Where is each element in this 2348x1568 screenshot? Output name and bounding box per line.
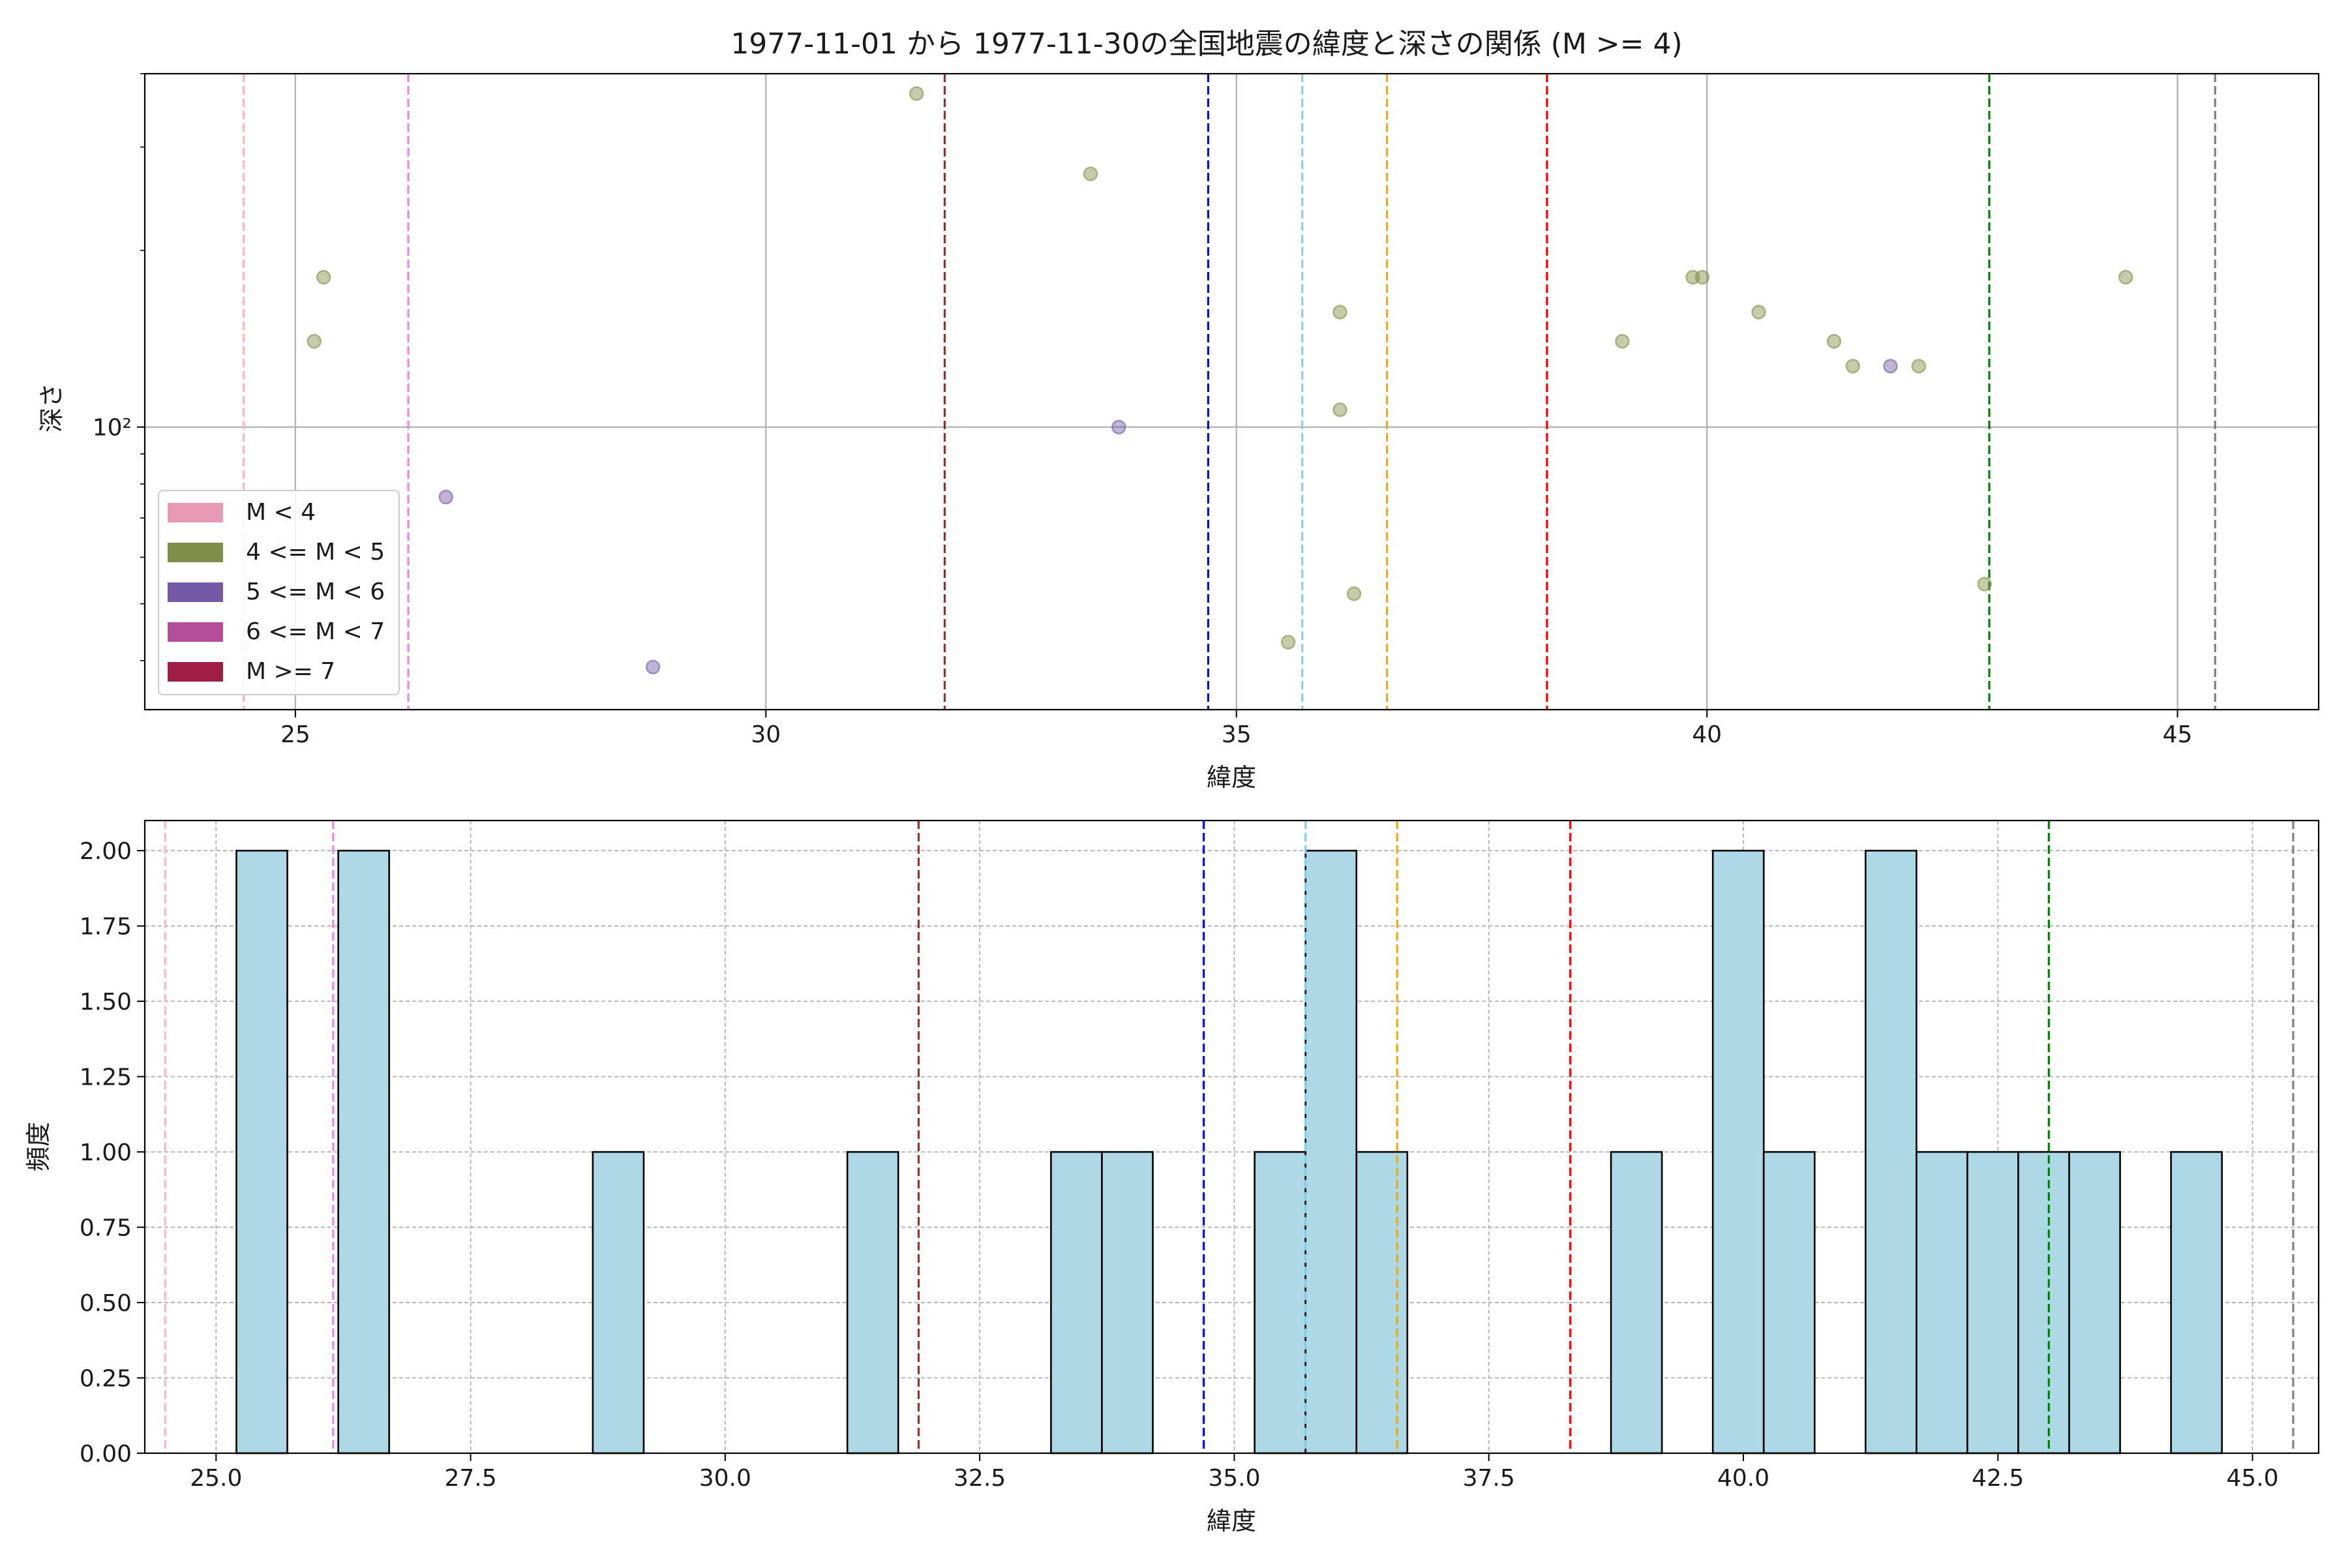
histogram-y-tick-label: 0.00 — [80, 1441, 132, 1468]
scatter-point — [2118, 269, 2133, 285]
histogram-y-tick-label: 1.75 — [80, 914, 132, 941]
scatter-point — [1346, 586, 1362, 601]
histogram-bar — [2017, 1151, 2070, 1455]
legend-swatch — [168, 582, 223, 602]
legend-label: M < 4 — [246, 499, 316, 526]
scatter-point — [1694, 269, 1710, 285]
histogram-bar — [1762, 1151, 1816, 1455]
scatter-point — [316, 269, 331, 285]
scatter-x-axis-label: 緯度 — [1207, 763, 1256, 792]
scatter-x-tick-label: 35 — [1222, 721, 1252, 748]
scatter-point — [1911, 359, 1927, 374]
histogram-y-tick-label: 1.00 — [80, 1139, 132, 1166]
scatter-panel: 25 30 35 40 45 10² M < 4 4 <= M < 5 5 <= M < 6 6 … — [93, 72, 2320, 748]
histogram-bar — [1050, 1151, 1103, 1455]
histogram-bar — [592, 1151, 645, 1455]
scatter-frame — [143, 72, 2320, 711]
histogram-frame — [143, 819, 2320, 1455]
scatter-legend: M < 4 4 <= M < 5 5 <= M < 6 6 <= M < 7 M >= … — [158, 490, 400, 695]
scatter-point — [1332, 402, 1347, 417]
scatter-x-tick-label: 30 — [751, 721, 781, 748]
histogram-bar — [2068, 1151, 2121, 1455]
histogram-x-tick-label: 37.5 — [1463, 1465, 1515, 1492]
histogram-x-tick-label: 27.5 — [444, 1465, 496, 1492]
histogram-x-tick-label: 30.0 — [699, 1465, 751, 1492]
legend-box — [158, 490, 400, 695]
scatter-point — [1615, 334, 1630, 349]
histogram-x-tick-label: 45.0 — [2226, 1465, 2278, 1492]
histogram-bar — [1355, 1151, 1409, 1455]
histogram-x-axis-label: 緯度 — [1207, 1507, 1256, 1535]
histogram-x-tick-label: 25.0 — [190, 1465, 242, 1492]
histogram-y-tick-label: 1.25 — [80, 1064, 132, 1091]
histogram-y-tick-label: 0.25 — [80, 1366, 132, 1393]
histogram-x-tick-label: 32.5 — [954, 1465, 1006, 1492]
histogram-y-tick-label: 0.75 — [80, 1215, 132, 1242]
scatter-point — [1280, 635, 1296, 650]
legend-label: 5 <= M < 6 — [246, 579, 385, 605]
legend-label: 6 <= M < 7 — [246, 618, 385, 645]
scatter-title: 1977-11-01 から 1977-11-30の全国地震の緯度と深さの関係 (… — [730, 27, 1682, 61]
histogram-bar — [235, 849, 288, 1455]
histogram-x-tick-label: 35.0 — [1208, 1465, 1260, 1492]
scatter-point — [909, 86, 924, 101]
histogram-bar — [846, 1151, 899, 1455]
scatter-x-tick-label: 25 — [280, 721, 310, 748]
histogram-bar — [1254, 1151, 1306, 1455]
histogram-bar — [1610, 1151, 1663, 1455]
scatter-point — [1083, 166, 1098, 181]
histogram-bar — [1711, 849, 1765, 1455]
scatter-point — [1845, 359, 1861, 374]
scatter-point — [438, 489, 453, 505]
histogram-panel: 25.0 27.5 30.0 32.5 35.0 37.5 40.0 42.5 45.0 0.00… — [80, 819, 2320, 1492]
histogram-y-tick-label: 2.00 — [80, 838, 132, 865]
histogram-x-tick-label: 42.5 — [1972, 1465, 2024, 1492]
histogram-y-tick-label: 1.50 — [80, 989, 132, 1016]
histogram-y-axis-label: 頻度 — [24, 1122, 53, 1171]
histogram-bar — [1916, 1151, 1968, 1455]
legend-swatch — [168, 503, 223, 522]
scatter-point — [307, 334, 322, 349]
legend-swatch — [168, 543, 223, 562]
scatter-y-axis-label: 深さ — [37, 383, 66, 432]
histogram-bar — [337, 849, 390, 1455]
scatter-x-tick-label: 40 — [1692, 721, 1722, 748]
legend-label: M >= 7 — [246, 658, 335, 685]
legend-label: 4 <= M < 5 — [246, 539, 385, 565]
scatter-point — [1826, 334, 1842, 349]
histogram-bar — [1864, 849, 1918, 1455]
legend-swatch — [168, 662, 223, 682]
scatter-point — [1977, 577, 1993, 592]
scatter-point — [1751, 305, 1766, 320]
histogram-x-tick-label: 40.0 — [1717, 1465, 1769, 1492]
scatter-point — [1332, 305, 1347, 320]
histogram-bar — [1101, 1151, 1154, 1455]
scatter-y-tick-label: 10² — [93, 415, 132, 442]
histogram-bar — [1966, 1151, 2019, 1455]
scatter-point — [1883, 359, 1898, 374]
histogram-bar — [1304, 849, 1358, 1455]
scatter-point — [645, 659, 661, 674]
scatter-point — [1111, 419, 1126, 434]
scatter-x-tick-label: 45 — [2163, 721, 2193, 748]
legend-swatch — [168, 622, 223, 642]
histogram-y-tick-label: 0.50 — [80, 1290, 132, 1317]
histogram-bar — [2170, 1151, 2223, 1455]
